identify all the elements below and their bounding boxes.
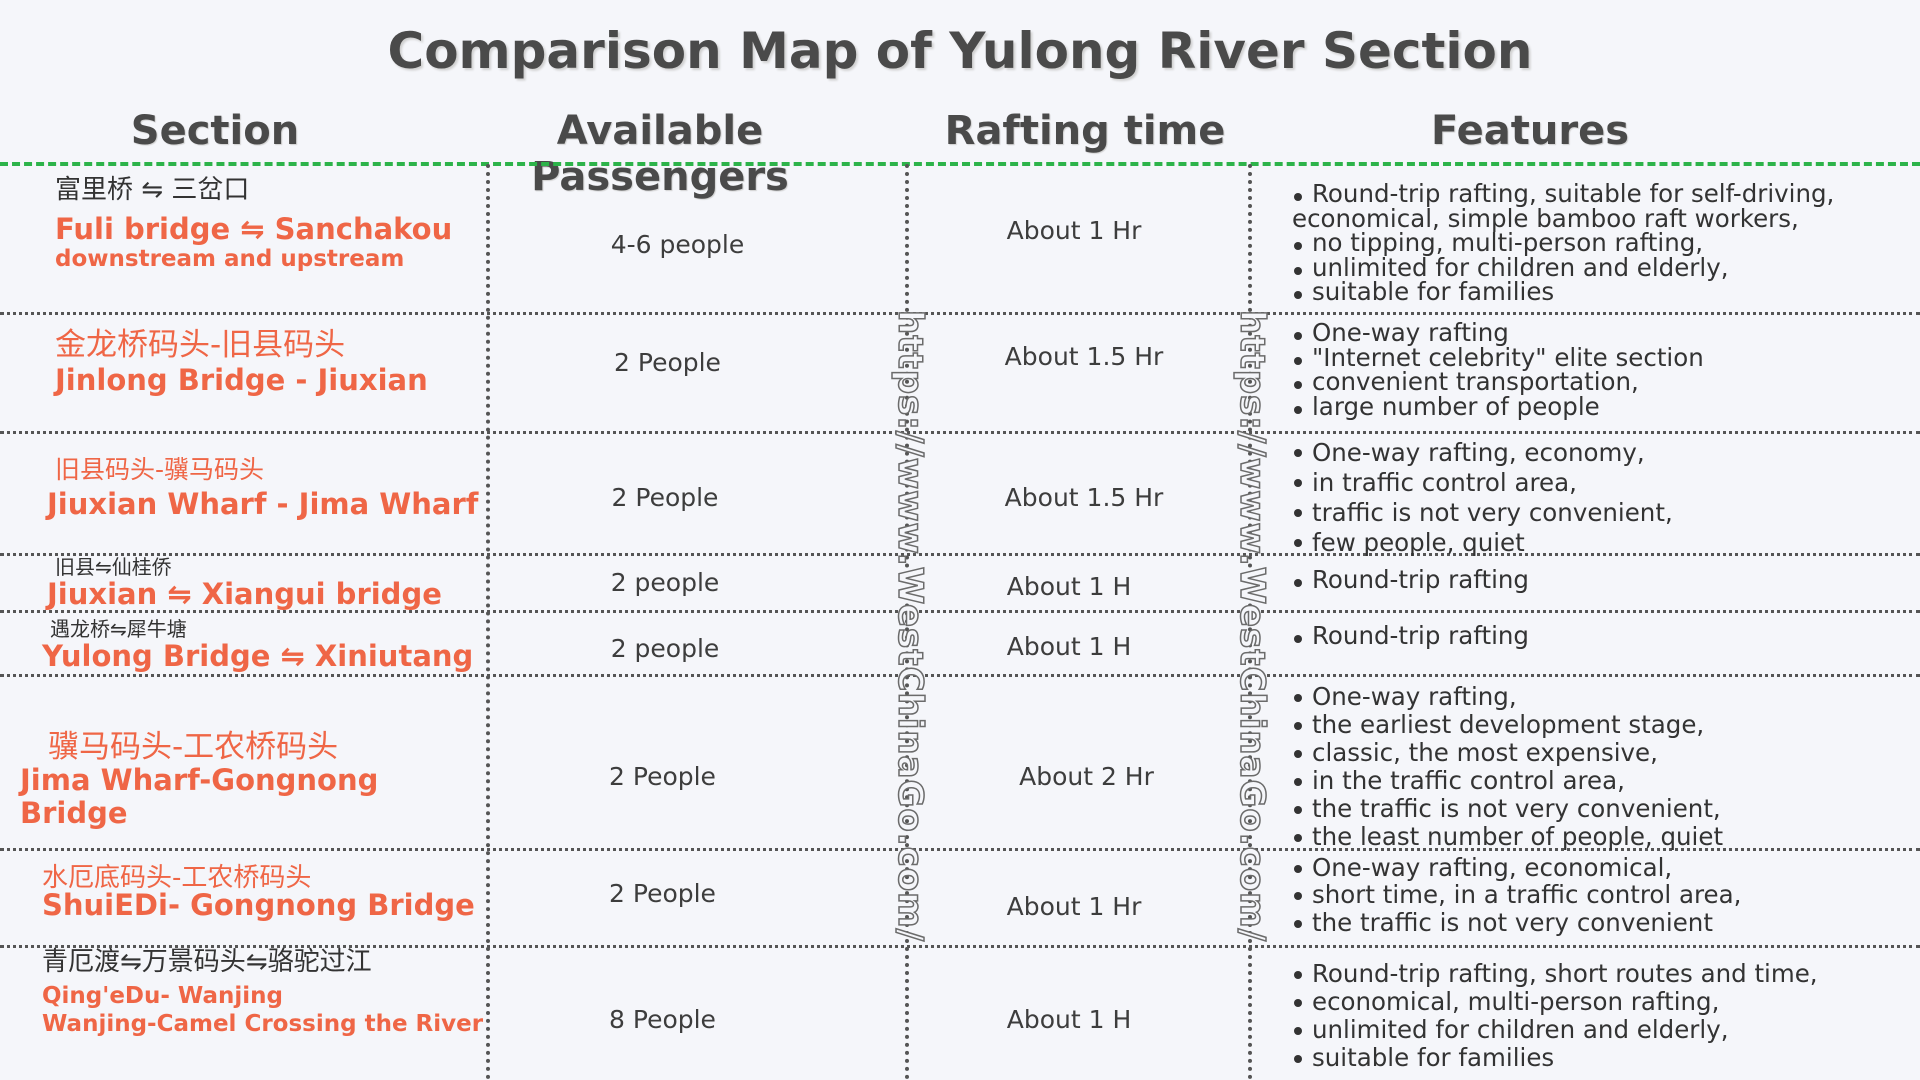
page-title: Comparison Map of Yulong River Section bbox=[387, 22, 1533, 80]
section-name-en: Qing'eDu- Wanjing bbox=[42, 982, 283, 1009]
feature-item: in traffic control area, bbox=[1292, 468, 1912, 498]
rafting-time-value: About 1 H bbox=[1006, 572, 1132, 601]
table-row: 水厄底码头-工农桥码头 ShuiEDi- Gongnong Bridge bbox=[42, 864, 512, 922]
rafting-time-value: About 1 H bbox=[1006, 1005, 1132, 1034]
section-name-en: Jinlong Bridge - Jiuxian bbox=[55, 363, 428, 398]
section-name-en: Jiuxian Wharf - Jima Wharf bbox=[47, 486, 479, 521]
feature-item: suitable for families bbox=[1292, 279, 1912, 305]
row-divider bbox=[0, 312, 1920, 315]
row-divider bbox=[0, 848, 1920, 851]
feature-item: unlimited for children and elderly, bbox=[1292, 1015, 1912, 1044]
passengers-value: 2 People bbox=[609, 762, 716, 791]
passengers-value: 2 people bbox=[610, 568, 720, 597]
passengers-value: 2 people bbox=[610, 634, 720, 663]
feature-item: the earliest development stage, bbox=[1292, 710, 1912, 739]
feature-item: the traffic is not very convenient bbox=[1292, 908, 1912, 936]
feature-item: traffic is not very convenient, bbox=[1292, 498, 1912, 528]
table-row: 金龙桥码头-旧县码头 Jinlong Bridge - Jiuxian bbox=[55, 328, 525, 397]
section-name-en: ShuiEDi- Gongnong Bridge bbox=[42, 887, 475, 922]
header-section: Section bbox=[130, 108, 300, 154]
rafting-time-value: About 1 Hr bbox=[1006, 216, 1142, 245]
section-name-zh: 水厄底码头-工农桥码头 bbox=[42, 863, 312, 893]
feature-item: short time, in a traffic control area, bbox=[1292, 881, 1912, 909]
section-name-zh: 旧县⇋仙桂侨 bbox=[55, 555, 172, 579]
row-divider bbox=[0, 553, 1920, 556]
feature-item: One-way rafting bbox=[1292, 320, 1912, 346]
section-name-zh: 旧县码头-骥马码头 bbox=[55, 455, 265, 484]
table-row: 骥马码头-工农桥码头 Jima Wharf-Gongnong Bridge bbox=[20, 730, 490, 831]
rafting-time-value: About 1 H bbox=[1006, 632, 1132, 661]
section-name-en: Fuli bridge ⇋ Sanchakou bbox=[55, 211, 453, 246]
table-row: 旧县⇋仙桂侨 Jiuxian ⇋ Xiangui bridge bbox=[47, 556, 517, 611]
feature-item: One-way rafting, bbox=[1292, 683, 1912, 711]
section-name-zh: 骥马码头-工农桥码头 bbox=[48, 729, 339, 765]
header-divider bbox=[0, 162, 1920, 166]
features-list: One-way rafting "Internet celebrity" eli… bbox=[1292, 320, 1912, 420]
feature-item: "Internet celebrity" elite section bbox=[1292, 345, 1912, 371]
feature-item: no tipping, multi-person rafting, bbox=[1292, 230, 1912, 256]
section-name-en: Jima Wharf-Gongnong Bridge bbox=[20, 763, 379, 831]
table-row: 青厄渡⇋万景码头⇋骆驼过江 Qing'eDu- Wanjing Wanjing-… bbox=[42, 948, 492, 1037]
row-divider bbox=[0, 945, 1920, 948]
features-list: Round-trip rafting, short routes and tim… bbox=[1292, 960, 1912, 1072]
row-divider bbox=[0, 610, 1920, 613]
header-features: Features bbox=[1430, 108, 1630, 154]
feature-item: Round-trip rafting bbox=[1292, 623, 1912, 649]
section-name-zh: 金龙桥码头-旧县码头 bbox=[55, 327, 346, 363]
row-divider bbox=[0, 431, 1920, 434]
rafting-time-value: About 1.5 Hr bbox=[1004, 342, 1164, 371]
features-list: Round-trip rafting, suitable for self-dr… bbox=[1292, 181, 1912, 305]
feature-item: classic, the most expensive, bbox=[1292, 738, 1912, 767]
rafting-time-value: About 1 Hr bbox=[1006, 892, 1142, 921]
table-row: 遇龙桥⇋犀牛塘 Yulong Bridge ⇋ Xiniutang bbox=[42, 618, 512, 673]
feature-item: few people, quiet bbox=[1292, 528, 1912, 558]
feature-item: the least number of people, quiet bbox=[1292, 822, 1912, 851]
features-list: Round-trip rafting bbox=[1292, 567, 1912, 593]
rafting-time-value: About 2 Hr bbox=[1019, 762, 1154, 791]
feature-item: in the traffic control area, bbox=[1292, 766, 1912, 795]
rafting-time-value: About 1.5 Hr bbox=[1004, 483, 1164, 512]
header-rafting-time: Rafting time bbox=[944, 108, 1226, 154]
feature-item: One-way rafting, economical, bbox=[1292, 854, 1912, 881]
passengers-value: 2 People bbox=[614, 348, 721, 377]
watermark-text: https://www.WestChinaGo.com/ bbox=[1231, 309, 1273, 943]
watermark-text: https://www.WestChinaGo.com/ bbox=[889, 309, 931, 943]
column-divider bbox=[1248, 164, 1252, 1080]
passengers-value: 2 People bbox=[609, 879, 716, 908]
section-name-en: Jiuxian ⇋ Xiangui bridge bbox=[47, 577, 442, 611]
features-list: Round-trip rafting bbox=[1292, 623, 1912, 649]
passengers-value: 2 People bbox=[611, 483, 719, 512]
feature-item: suitable for families bbox=[1292, 1043, 1912, 1072]
section-name-zh: 青厄渡⇋万景码头⇋骆驼过江 bbox=[42, 947, 372, 977]
section-name-zh: 富里桥 ⇋ 三岔口 bbox=[55, 175, 250, 205]
passengers-value: 8 People bbox=[609, 1005, 716, 1034]
table-row: 旧县码头-骥马码头 Jiuxian Wharf - Jima Wharf bbox=[47, 456, 517, 521]
column-divider bbox=[486, 164, 490, 1080]
section-name-zh: 遇龙桥⇋犀牛塘 bbox=[50, 617, 187, 641]
feature-item: economical, simple bamboo raft workers, bbox=[1292, 203, 1799, 233]
row-divider bbox=[0, 674, 1920, 677]
feature-item: Round-trip rafting, short routes and tim… bbox=[1292, 960, 1912, 988]
passengers-value: 4-6 people bbox=[610, 230, 745, 259]
feature-item: large number of people bbox=[1292, 394, 1912, 420]
section-name-en-detail: downstream and upstream bbox=[55, 245, 405, 272]
feature-item: convenient transportation, bbox=[1292, 369, 1912, 395]
feature-item: Round-trip rafting bbox=[1292, 567, 1912, 593]
feature-item: economical, multi-person rafting, bbox=[1292, 987, 1912, 1016]
column-divider bbox=[905, 164, 909, 1080]
features-list: One-way rafting, economical, short time,… bbox=[1292, 854, 1912, 936]
header-passengers: Available Passengers bbox=[531, 108, 789, 200]
table-row: 富里桥 ⇋ 三岔口 Fuli bridge ⇋ Sanchakou downst… bbox=[55, 176, 525, 272]
section-name-en-detail: Wanjing-Camel Crossing the River bbox=[42, 1011, 484, 1038]
feature-item: unlimited for children and elderly, bbox=[1292, 255, 1912, 281]
features-list: One-way rafting, economy, in traffic con… bbox=[1292, 438, 1912, 559]
feature-item: the traffic is not very convenient, bbox=[1292, 794, 1912, 823]
features-list: One-way rafting, the earliest developmen… bbox=[1292, 683, 1912, 851]
feature-item: One-way rafting, economy, bbox=[1292, 438, 1912, 468]
section-name-en: Yulong Bridge ⇋ Xiniutang bbox=[42, 639, 474, 673]
feature-item: Round-trip rafting, suitable for self-dr… bbox=[1292, 181, 1912, 207]
